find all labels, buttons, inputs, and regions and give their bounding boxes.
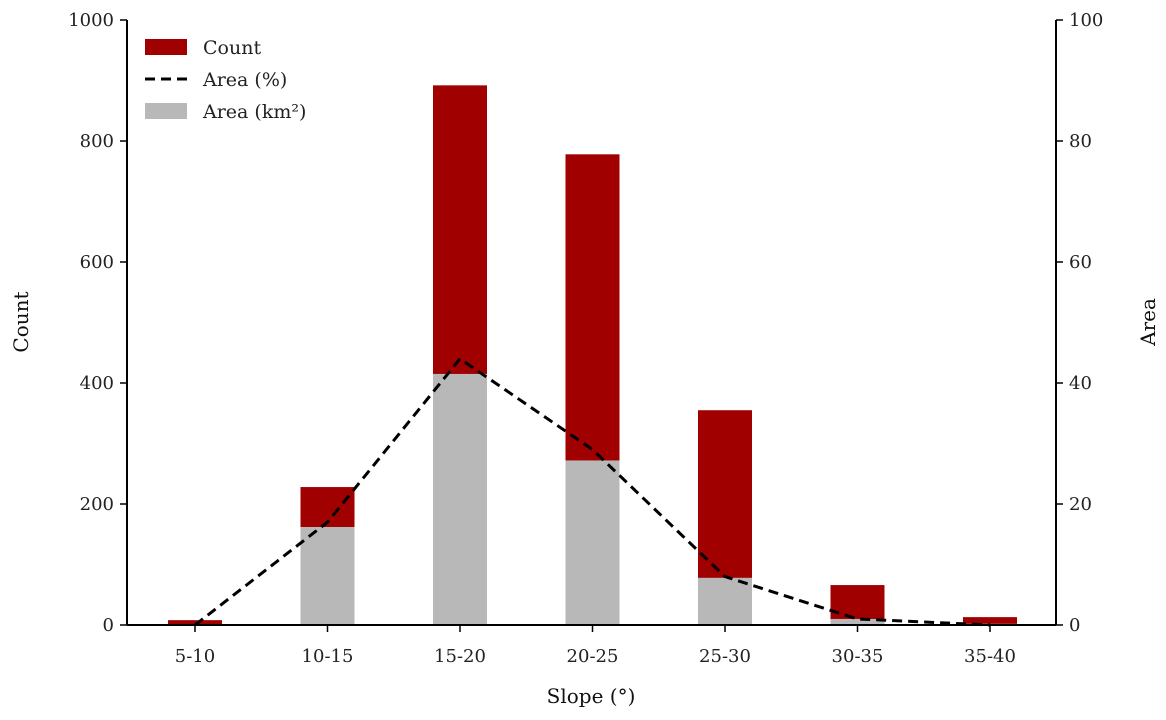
x-tick-label: 25-30 [699,646,751,667]
area-km2-bar-15-20 [433,373,487,625]
y-tick-label: 400 [80,373,114,394]
area-km2-bar-25-30 [698,577,752,625]
line-layer [194,356,991,627]
legend-swatch-2 [145,103,187,119]
count-bar-30-35 [830,585,885,625]
y-tick-label: 800 [80,131,114,152]
y-tick-label: 0 [103,615,114,636]
y-tick-label: 600 [80,252,114,273]
y2-tick-label: 60 [1069,252,1092,273]
y2-tick-label: 40 [1069,373,1092,394]
axes-layer: 0 200 400 600 800 1000 0 20 40 60 80 100 5-10 10-15 15… [68,10,1103,667]
legend: Count Area (%) Area (km²) [145,37,306,123]
x-tick-label: 30-35 [832,646,884,667]
count-bar-5-10 [168,620,222,625]
legend-label-0: Count [203,37,261,59]
y2-axis-title: Area [1136,298,1160,347]
y2-tick-label: 0 [1069,615,1080,636]
y-axis-title: Count [9,291,33,352]
x-tick-label: 20-25 [567,646,619,667]
count-bar-35-40 [963,617,1017,625]
x-axis-title: Slope (°) [547,684,636,708]
bars-layer [168,85,1017,626]
x-tick-label: 5-10 [175,646,215,667]
y2-tick-label: 20 [1069,494,1092,515]
legend-label-1: Area (%) [202,69,287,91]
y2-tick-label: 80 [1069,131,1092,152]
area-km2-bar-30-35 [830,618,885,625]
legend-label-2: Area (km²) [202,101,306,123]
area-km2-bar-10-15 [300,526,355,625]
legend-swatch-0 [145,39,187,55]
y-tick-label: 1000 [68,10,114,31]
area-km2-bar-20-25 [565,460,620,625]
x-tick-label: 15-20 [434,646,486,667]
y2-tick-label: 100 [1069,10,1103,31]
x-tick-label: 10-15 [302,646,354,667]
y-tick-label: 200 [80,494,114,515]
x-tick-label: 35-40 [964,646,1016,667]
area-percent-line [194,356,991,627]
